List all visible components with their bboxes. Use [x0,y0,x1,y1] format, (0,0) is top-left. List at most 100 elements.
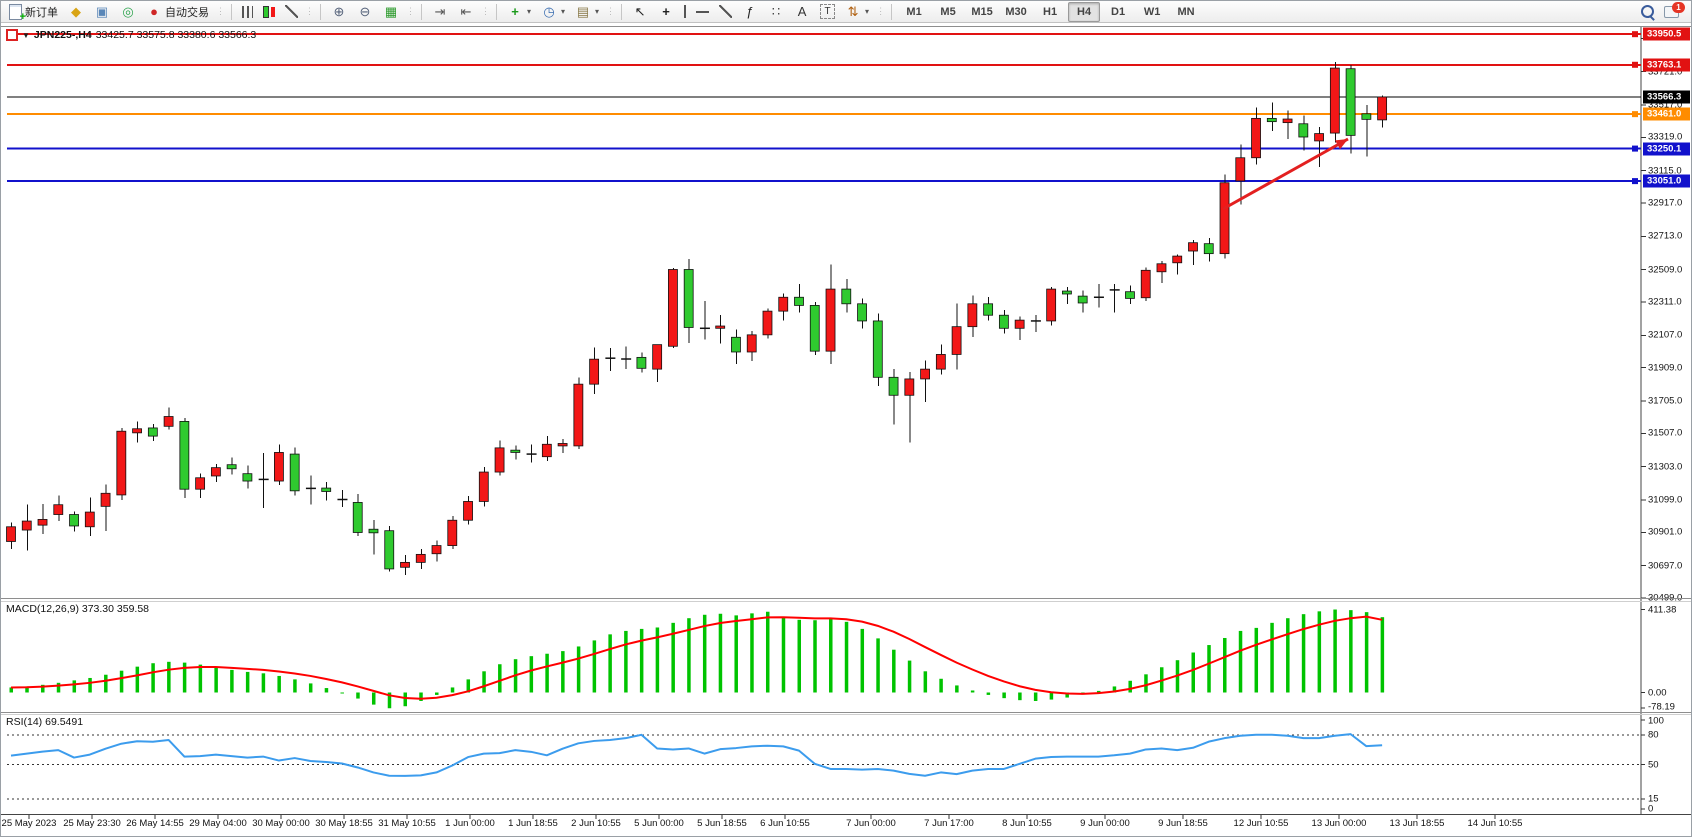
rsi-indicator [7,733,1641,800]
timeframe-button-mn[interactable]: MN [1177,5,1195,18]
line-chart-icon[interactable] [281,1,302,22]
trendline-icon-glyph [719,5,733,18]
macd-indicator [9,609,1385,709]
toolbar-separator [231,3,232,20]
templates-icon-glyph: ▤ [576,4,590,19]
periods-icon[interactable]: ◷ ▾ [537,1,569,22]
tile-windows-icon[interactable]: ▦ [379,1,403,22]
timeframe-button-w1[interactable]: W1 [1143,5,1161,18]
toolbar-separator [621,3,623,20]
cursor-icon[interactable]: ↖ [628,1,652,22]
chart-shift-icon[interactable]: ⇤ [454,1,478,22]
periods-icon-glyph: ◷ [543,4,555,19]
signal-icon[interactable]: ◎ [116,1,140,22]
trend-arrow [1222,137,1349,211]
axis-ticks [28,37,1646,819]
add-indicator-icon[interactable]: + ▾ [503,1,535,22]
arrows-icon-glyph: ⇅ [847,4,859,19]
candlestick-icon[interactable] [259,1,279,22]
toolbar-separator [320,3,321,20]
timeframe-button-m1[interactable]: M1 [906,5,922,18]
auto-scroll-icon-glyph: ⇥ [434,4,446,19]
toolbar-separator [421,3,422,20]
crosshair-icon[interactable]: + [654,1,678,22]
bar-chart-icon-glyph [242,5,253,18]
notification-badge: 1 [1672,1,1685,13]
text-icon[interactable]: A [790,1,814,22]
grid-icon-glyph: ∷ [771,4,781,19]
new-order-button[interactable]: + 新订单 [5,1,62,23]
trendline-icon[interactable] [715,1,736,22]
chart-shift-icon-glyph: ⇤ [460,4,472,19]
timeframe-button-m5[interactable]: M5 [940,5,956,18]
templates-icon[interactable]: ▤ ▾ [571,1,603,22]
timeframe-button-d1[interactable]: D1 [1111,5,1126,18]
timeframe-button-m15[interactable]: M15 [971,5,993,18]
autotrading-button-glyph: ● [150,4,158,19]
crosshair-icon-glyph: + [662,4,670,19]
cube-icon[interactable]: ◆ [64,1,88,22]
search-glyph [1641,5,1654,18]
toolbar-separator [891,3,893,20]
zoom-in-icon-glyph: ⊕ [333,4,345,19]
toolbar: + 新订单 ◆ ▣ ◎ ● 自动交易 ⋮ ⋮ ⊕ ⊖ ▦ ⋮ ⇥ ⇤ ⋮ + ▾ ◷ ▾ ▤ ▾ ⋮ ↖ + ƒ ∷ A T ⇅ ▾ ⋮ M1 M… [1,1,1691,23]
rsi-label: RSI(14) 69.5491 [6,716,84,728]
text-label-icon[interactable]: T [816,1,839,22]
macd-label: MACD(12,26,9) 373.30 359.58 [6,603,150,615]
signal-icon-glyph: ◎ [122,4,134,19]
chevron-down-icon: ▾ [527,7,532,16]
tile-windows-icon-glyph: ▦ [384,4,398,19]
new-order-button-label: 新订单 [25,6,58,19]
autotrading-button-label: 自动交易 [165,6,209,19]
timeframe-button-m30[interactable]: M30 [1005,5,1027,18]
zoom-out-icon[interactable]: ⊖ [353,1,377,22]
search-icon[interactable] [1637,1,1658,22]
ohlc-readout: 33425.7 33575.8 33380.6 33566.3 [95,29,257,41]
candlestick-series [6,62,1388,575]
chat-glyph: 1 [1664,1,1685,18]
candlestick-icon-glyph [263,5,269,18]
chart-top-border [1,26,1691,27]
symbol-period-label: JPN225-,H4 [33,29,92,41]
autotrading-button[interactable]: ● 自动交易 [142,1,213,22]
vertical-line-icon-glyph [684,5,687,18]
chevron-down-icon: ▾ [865,7,870,16]
fibonacci-icon-glyph: ƒ [746,4,754,19]
cube-icon-glyph: ◆ [71,4,81,19]
rsi-separator-2 [1,714,1691,715]
timeframe-button-h1[interactable]: H1 [1043,5,1058,18]
chevron-down-icon: ▾ [561,7,566,16]
text-icon-glyph: A [797,4,807,19]
chart-window-icon-glyph: ▣ [95,4,109,19]
horizontal-line-objects [7,31,1641,185]
auto-scroll-icon[interactable]: ⇥ [428,1,452,22]
time-axis-line [1,814,1691,815]
timeframe-button-h4[interactable]: H4 [1068,1,1101,22]
grid-icon[interactable]: ∷ [764,1,788,22]
horizontal-line-icon[interactable] [692,1,713,22]
add-indicator-icon-glyph: + [511,4,519,19]
toolbar-separator [496,3,497,20]
zoom-out-icon-glyph: ⊖ [359,4,371,19]
bar-chart-icon[interactable] [238,1,257,22]
line-chart-icon-glyph [285,5,298,18]
horizontal-line-icon-glyph [696,10,710,13]
zoom-in-icon[interactable]: ⊕ [327,1,351,22]
rsi-separator[interactable] [1,712,1691,713]
chevron-down-icon: ▾ [595,7,600,16]
vertical-line-icon[interactable] [680,1,690,22]
chart-window-icon [6,29,18,41]
chart-title[interactable]: ▼ JPN225-,H4 33425.7 33575.8 33380.6 335… [6,29,256,41]
macd-separator-2 [1,601,1691,602]
macd-separator[interactable] [1,598,1691,599]
chat-icon[interactable]: 1 [1660,1,1689,22]
arrows-icon[interactable]: ⇅ ▾ [841,1,873,22]
fibonacci-icon[interactable]: ƒ [738,1,762,22]
new-order-icon: + [9,3,26,23]
cursor-icon-glyph: ↖ [634,4,646,19]
text-label-icon-glyph: T [820,4,836,19]
chevron-down-icon: ▼ [22,30,30,40]
chart-window-icon[interactable]: ▣ [90,1,114,22]
